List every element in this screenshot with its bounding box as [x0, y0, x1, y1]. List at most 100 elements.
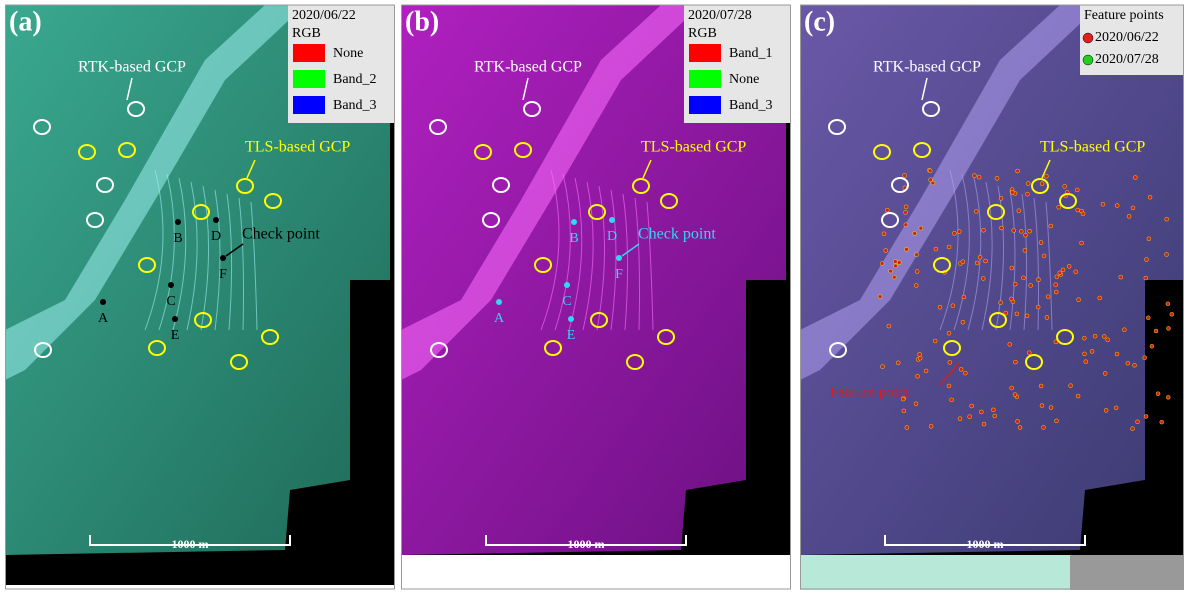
feature-dot: [1147, 237, 1151, 241]
feature-dot: [1026, 182, 1030, 186]
feature-dot: [999, 196, 1003, 200]
feature-dot: [904, 247, 908, 251]
feature-dot: [1143, 356, 1147, 360]
feature-dot: [1016, 419, 1020, 423]
feature-dot: [963, 371, 967, 375]
check-point: [564, 282, 570, 288]
tls-label: TLS-based GCP: [641, 139, 746, 156]
feature-dot: [1165, 252, 1169, 256]
feature-dot: [934, 247, 938, 251]
feature-dot: [1023, 248, 1027, 252]
feature-dot: [1074, 270, 1078, 274]
feature-dot: [1027, 351, 1031, 355]
check-point: [168, 282, 174, 288]
feature-dot: [1131, 206, 1135, 210]
feature-dot: [947, 245, 951, 249]
feature-dot: [938, 305, 942, 309]
feature-dot: [1098, 296, 1102, 300]
check-point: [172, 316, 178, 322]
feature-dot: [885, 208, 889, 212]
feature-dot: [1015, 312, 1019, 316]
check-label: Check point: [242, 226, 320, 243]
legend-swatch: [689, 96, 721, 114]
feature-dot: [1133, 363, 1137, 367]
feature-dot: [1054, 283, 1058, 287]
feature-dot: [1082, 336, 1086, 340]
feature-dot: [1042, 425, 1046, 429]
scale-label: 1000 m: [568, 537, 605, 551]
feature-dot: [950, 398, 954, 402]
check-point-label: C: [562, 294, 571, 309]
check-point: [496, 299, 502, 305]
feature-dot: [1036, 305, 1040, 309]
feature-dot: [894, 264, 898, 268]
panel-label: (a): [9, 6, 42, 37]
feature-dot: [887, 324, 891, 328]
feature-dot: [982, 422, 986, 426]
feature-dot: [893, 259, 897, 263]
legend-item: Band_3: [333, 98, 377, 113]
check-point: [100, 299, 106, 305]
scale-label: 1000 m: [172, 537, 209, 551]
feature-dot: [905, 426, 909, 430]
feature-dot: [1154, 329, 1158, 333]
feature-dot: [982, 228, 986, 232]
feature-dot: [1160, 420, 1164, 424]
legend-item: 2020/07/28: [1095, 52, 1159, 67]
feature-dot: [1039, 384, 1043, 388]
feature-dot: [1075, 188, 1079, 192]
feature-dot: [978, 255, 982, 259]
feature-dot: [1029, 283, 1033, 287]
feature-dot: [1130, 427, 1134, 431]
feature-dot: [991, 408, 995, 412]
legend-item: None: [729, 72, 759, 87]
feature-dot: [924, 369, 928, 373]
check-point: [571, 219, 577, 225]
legend-swatch: [293, 96, 325, 114]
feature-dot: [1010, 266, 1014, 270]
legend-swatch: [293, 44, 325, 62]
feature-dot: [961, 260, 965, 264]
feature-dot: [1039, 241, 1043, 245]
feature-dot: [1080, 241, 1084, 245]
feature-dot: [1133, 176, 1137, 180]
feature-dot: [1069, 384, 1073, 388]
feature-dot: [929, 424, 933, 428]
check-point-label: A: [494, 311, 505, 326]
legend-item: Band_2: [333, 72, 377, 87]
feature-dot: [1115, 352, 1119, 356]
feature-dot: [959, 367, 963, 371]
feature-dot: [915, 269, 919, 273]
feature-dot: [1061, 268, 1065, 272]
feature-dot: [1127, 214, 1131, 218]
legend-swatch: [1083, 33, 1093, 43]
feature-dot: [995, 176, 999, 180]
feature-dot: [1166, 302, 1170, 306]
feature-dot: [999, 301, 1003, 305]
feature-dot: [1057, 205, 1061, 209]
feature-dot: [1010, 386, 1014, 390]
feature-dot: [892, 275, 896, 279]
feature-dot: [947, 384, 951, 388]
feature-dot: [968, 415, 972, 419]
legend-item: Band_1: [729, 46, 773, 61]
feature-dot: [1114, 406, 1118, 410]
legend-swatch: [689, 70, 721, 88]
feature-dot: [918, 352, 922, 356]
feature-dot: [1090, 349, 1094, 353]
legend-title: Feature points: [1084, 8, 1164, 23]
feature-dot: [1166, 395, 1170, 399]
feature-dot: [916, 374, 920, 378]
feature-dot: [1126, 361, 1130, 365]
legend-title: 2020/07/28: [688, 8, 752, 23]
check-point-label: F: [219, 267, 227, 282]
feature-dot: [981, 276, 985, 280]
feature-dot: [1013, 360, 1017, 364]
panel-c: (c)RTK-based GCPTLS-based GCPFeature poi…: [800, 0, 1184, 590]
feature-dot: [1077, 298, 1081, 302]
feature-dot: [933, 339, 937, 343]
feature-dot: [1021, 276, 1025, 280]
legend-swatch: [293, 70, 325, 88]
feature-dot: [1106, 338, 1110, 342]
feature-dot: [1036, 278, 1040, 282]
